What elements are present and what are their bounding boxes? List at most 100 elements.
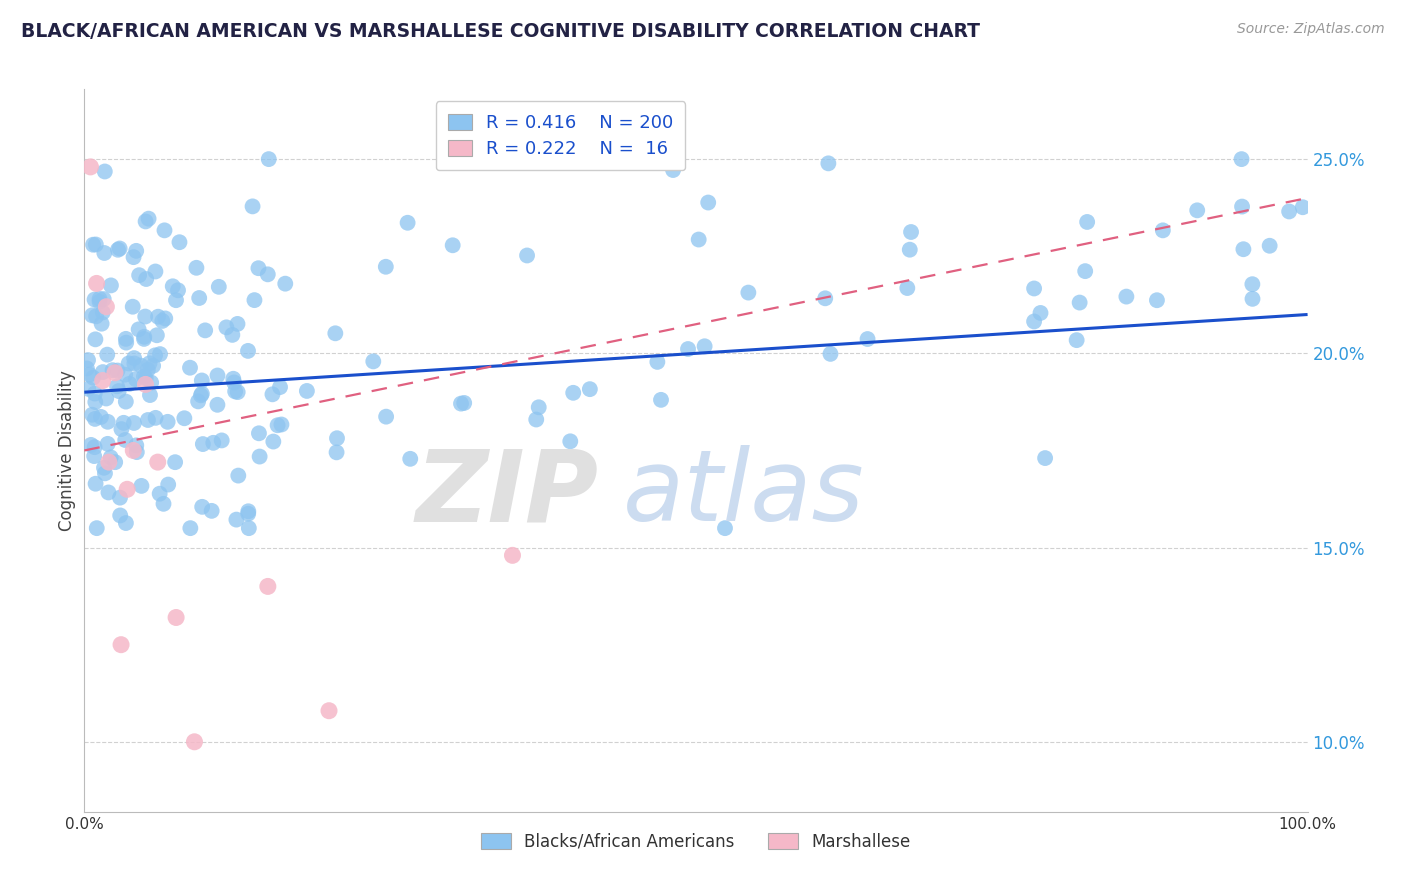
Point [270, 417, 292, 432]
Point [156, 415, 179, 429]
Point [820, 347, 842, 361]
Point [94, 164, 117, 178]
Point [121, 300, 143, 314]
Point [1230, 200, 1253, 214]
Point [93, 460, 115, 475]
Point [323, 326, 346, 341]
Point [202, 435, 225, 450]
Point [80, 438, 103, 452]
Point [242, 199, 264, 213]
Point [1187, 203, 1209, 218]
Point [107, 363, 129, 377]
Point [1146, 293, 1168, 308]
Point [1152, 223, 1174, 237]
Point [1115, 290, 1137, 304]
Point [83, 440, 105, 454]
Point [125, 372, 148, 386]
Point [269, 380, 291, 394]
Point [207, 368, 229, 383]
Point [817, 156, 839, 170]
Point [91, 305, 114, 319]
Point [262, 387, 284, 401]
Point [108, 508, 131, 523]
Point [76, 361, 98, 376]
Point [152, 497, 174, 511]
Point [1022, 281, 1045, 295]
Point [125, 445, 148, 459]
Point [118, 356, 141, 370]
Point [115, 332, 138, 346]
Point [100, 278, 122, 293]
Point [179, 360, 201, 375]
Point [122, 250, 145, 264]
Point [128, 268, 150, 282]
Point [93, 292, 115, 306]
Point [125, 244, 148, 258]
Point [1066, 333, 1088, 347]
Point [1074, 264, 1097, 278]
Point [262, 434, 284, 449]
Point [396, 216, 419, 230]
Point [900, 225, 922, 239]
Point [225, 513, 247, 527]
Point [169, 235, 191, 250]
Point [146, 328, 169, 343]
Point [108, 242, 131, 256]
Point [96, 300, 118, 314]
Point [82, 308, 104, 322]
Point [191, 500, 214, 514]
Point [165, 455, 187, 469]
Point [143, 348, 166, 362]
Point [375, 409, 398, 424]
Point [105, 379, 128, 393]
Point [135, 214, 157, 228]
Point [814, 291, 837, 305]
Point [650, 392, 672, 407]
Point [145, 264, 167, 278]
Point [1022, 314, 1045, 328]
Point [93, 246, 115, 260]
Point [141, 376, 163, 390]
Point [191, 437, 214, 451]
Point [257, 152, 280, 166]
Point [97, 455, 120, 469]
Point [84, 332, 107, 346]
Point [207, 398, 229, 412]
Point [257, 579, 280, 593]
Point [157, 477, 180, 491]
Point [1029, 306, 1052, 320]
Point [83, 386, 105, 401]
Point [82, 237, 104, 252]
Point [155, 311, 177, 326]
Point [647, 355, 669, 369]
Point [266, 418, 288, 433]
Point [1076, 215, 1098, 229]
Point [84, 310, 107, 324]
Text: Source: ZipAtlas.com: Source: ZipAtlas.com [1237, 22, 1385, 37]
Point [325, 445, 347, 459]
Point [125, 438, 148, 452]
Point [560, 434, 582, 449]
Point [183, 735, 205, 749]
Point [101, 363, 124, 377]
Point [165, 610, 187, 624]
Point [222, 372, 245, 386]
Point [89, 294, 111, 309]
Point [122, 351, 145, 365]
Point [134, 330, 156, 344]
Point [79, 160, 101, 174]
Text: atlas: atlas [623, 445, 865, 542]
Point [697, 195, 720, 210]
Point [524, 412, 547, 426]
Point [274, 277, 297, 291]
Point [1069, 295, 1091, 310]
Point [83, 449, 105, 463]
Point [82, 408, 104, 422]
Point [187, 394, 209, 409]
Point [1292, 200, 1315, 214]
Point [104, 455, 127, 469]
Point [77, 353, 100, 368]
Point [115, 335, 138, 350]
Point [124, 357, 146, 371]
Point [249, 450, 271, 464]
